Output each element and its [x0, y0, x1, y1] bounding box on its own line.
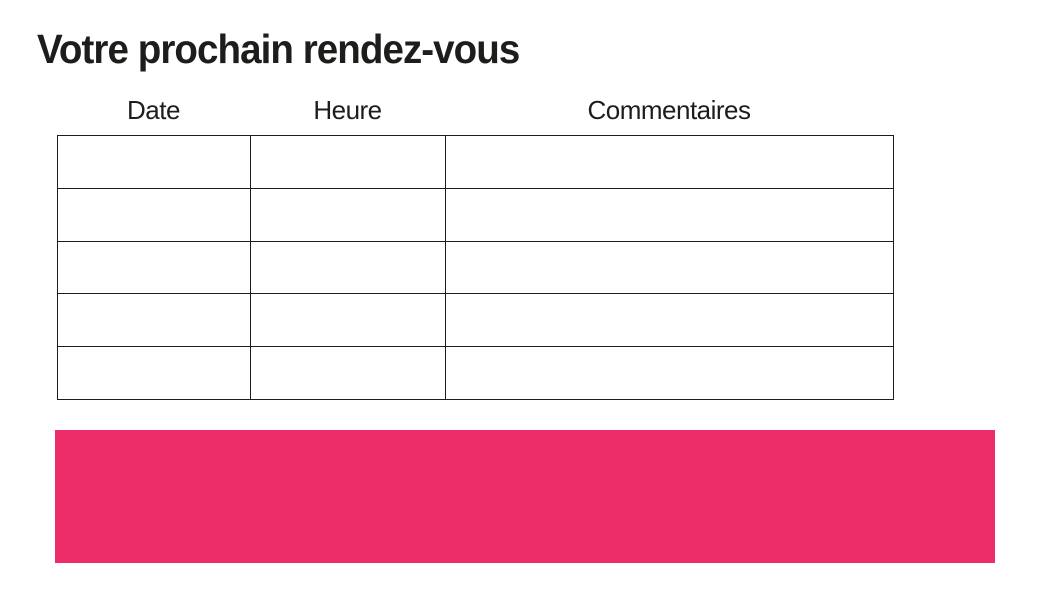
table-cell-heure — [250, 346, 446, 400]
table-cell-commentaires — [445, 293, 894, 348]
table-cell-date — [57, 187, 251, 242]
column-header-heure: Heure — [313, 95, 382, 125]
appointments-table — [57, 135, 894, 400]
table-cell-heure — [250, 187, 446, 242]
highlight-banner — [55, 430, 995, 563]
table-cell-commentaires — [445, 346, 894, 400]
table-cell-heure — [250, 240, 446, 295]
appointments-table-body — [57, 135, 894, 400]
table-header-row: Date Heure Commentaires — [57, 92, 893, 128]
table-row — [57, 135, 894, 189]
column-header-commentaires: Commentaires — [587, 95, 751, 125]
table-row — [57, 187, 894, 242]
table-row — [57, 293, 894, 348]
table-cell-heure — [250, 135, 446, 189]
page-title: Votre prochain rendez-vous — [37, 26, 520, 72]
table-cell-heure — [250, 293, 446, 348]
column-header-date: Date — [127, 95, 180, 125]
table-cell-date — [57, 293, 251, 348]
table-row — [57, 240, 894, 295]
table-cell-date — [57, 240, 251, 295]
table-cell-commentaires — [445, 187, 894, 242]
table-cell-commentaires — [445, 135, 894, 189]
table-cell-date — [57, 346, 251, 400]
table-cell-date — [57, 135, 251, 189]
table-row — [57, 346, 894, 400]
table-cell-commentaires — [445, 240, 894, 295]
